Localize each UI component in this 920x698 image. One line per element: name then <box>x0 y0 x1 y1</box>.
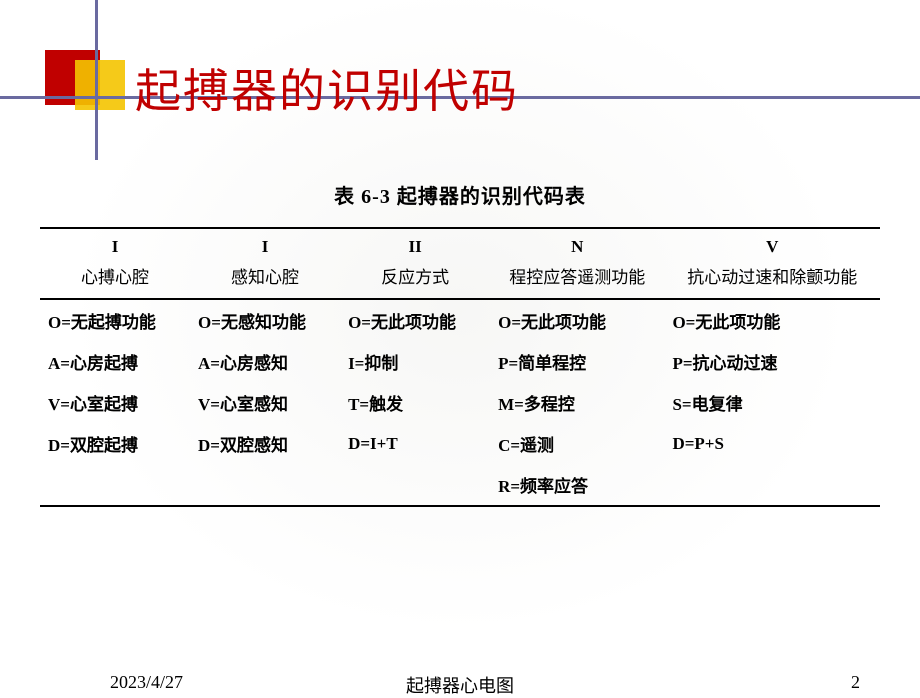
col-head-roman: II <box>340 228 490 261</box>
cell: C=遥测 <box>490 423 664 464</box>
col-head-roman: I <box>40 228 190 261</box>
table-row: R=频率应答 <box>40 464 880 506</box>
cell: D=双腔起搏 <box>40 423 190 464</box>
cell: O=无此项功能 <box>340 299 490 341</box>
footer-title: 起搏器心电图 <box>0 672 920 698</box>
cell: R=频率应答 <box>490 464 664 506</box>
col-head-roman: I <box>190 228 340 261</box>
cell <box>340 464 490 506</box>
decor-yellow-square <box>75 60 125 110</box>
cell: A=心房感知 <box>190 341 340 382</box>
page-title: 起搏器的识别代码 <box>135 55 519 121</box>
cell: D=I+T <box>340 423 490 464</box>
cell <box>40 464 190 506</box>
table-caption: 表 6-3 起搏器的识别代码表 <box>40 180 880 209</box>
slide: 起搏器的识别代码 表 6-3 起搏器的识别代码表 I I II N V 心搏心腔… <box>0 0 920 690</box>
cell: O=无感知功能 <box>190 299 340 341</box>
cell: S=电复律 <box>664 382 880 423</box>
cell: T=触发 <box>340 382 490 423</box>
col-head-label: 心搏心腔 <box>40 261 190 299</box>
table-container: 表 6-3 起搏器的识别代码表 I I II N V 心搏心腔 感知心腔 反应方… <box>40 180 880 507</box>
table-header-row-2: 心搏心腔 感知心腔 反应方式 程控应答遥测功能 抗心动过速和除颤功能 <box>40 261 880 299</box>
col-head-roman: V <box>664 228 880 261</box>
cell <box>190 464 340 506</box>
col-head-roman: N <box>490 228 664 261</box>
col-head-label: 反应方式 <box>340 261 490 299</box>
table-row: D=双腔起搏 D=双腔感知 D=I+T C=遥测 D=P+S <box>40 423 880 464</box>
col-head-label: 感知心腔 <box>190 261 340 299</box>
cell: D=P+S <box>664 423 880 464</box>
cell: V=心室起搏 <box>40 382 190 423</box>
cell: O=无起搏功能 <box>40 299 190 341</box>
col-head-label: 程控应答遥测功能 <box>490 261 664 299</box>
cell: D=双腔感知 <box>190 423 340 464</box>
table-row: O=无起搏功能 O=无感知功能 O=无此项功能 O=无此项功能 O=无此项功能 <box>40 299 880 341</box>
col-head-label: 抗心动过速和除颤功能 <box>664 261 880 299</box>
cell: A=心房起搏 <box>40 341 190 382</box>
pacemaker-code-table: I I II N V 心搏心腔 感知心腔 反应方式 程控应答遥测功能 抗心动过速… <box>40 227 880 507</box>
cell <box>664 464 880 506</box>
cell: P=简单程控 <box>490 341 664 382</box>
table-header-row-1: I I II N V <box>40 228 880 261</box>
cell: M=多程控 <box>490 382 664 423</box>
table-row: A=心房起搏 A=心房感知 I=抑制 P=简单程控 P=抗心动过速 <box>40 341 880 382</box>
table-row: V=心室起搏 V=心室感知 T=触发 M=多程控 S=电复律 <box>40 382 880 423</box>
vertical-rule <box>95 0 98 160</box>
cell: V=心室感知 <box>190 382 340 423</box>
cell: I=抑制 <box>340 341 490 382</box>
cell: P=抗心动过速 <box>664 341 880 382</box>
cell: O=无此项功能 <box>490 299 664 341</box>
cell: O=无此项功能 <box>664 299 880 341</box>
